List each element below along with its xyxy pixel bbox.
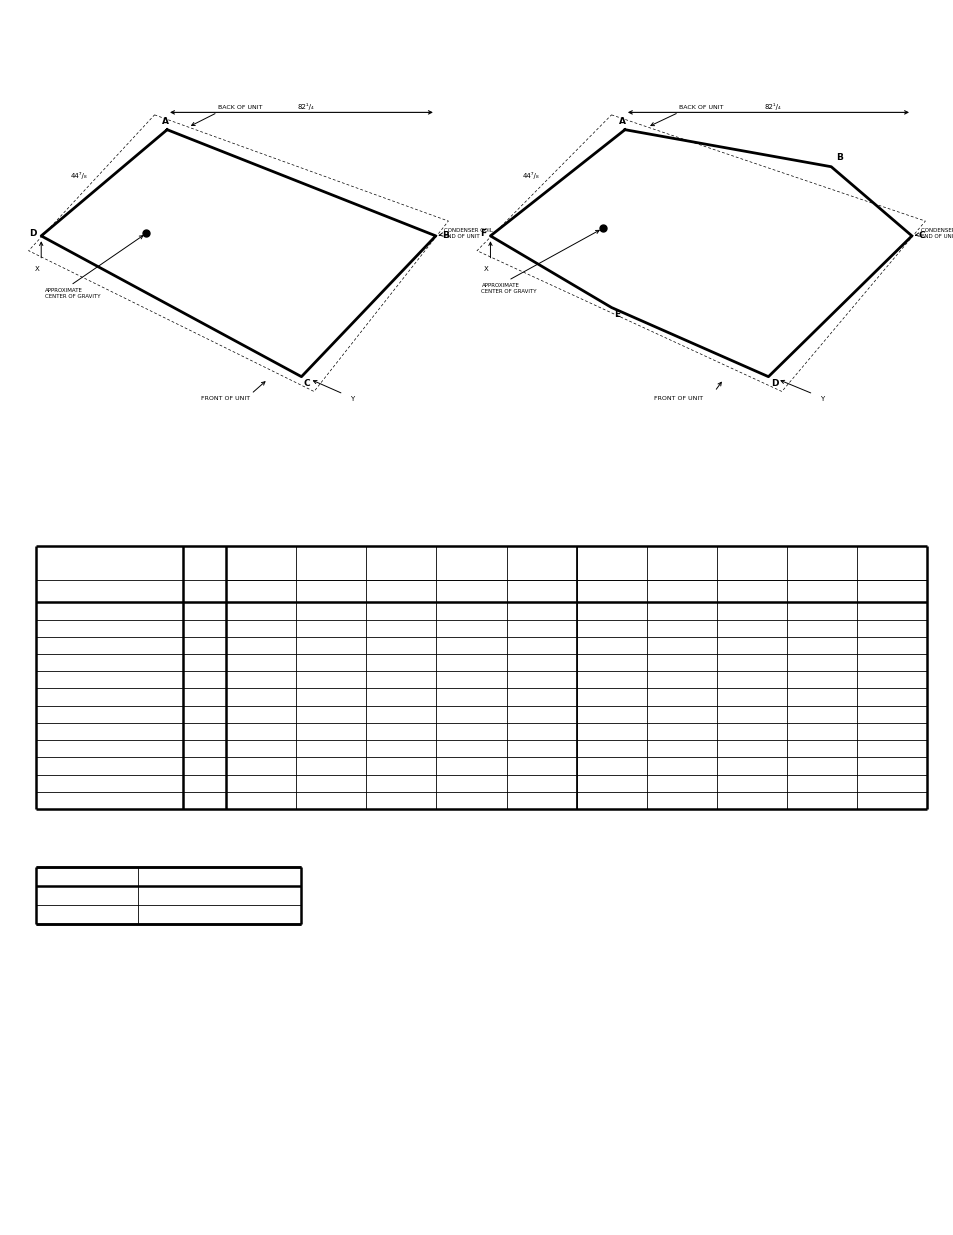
Text: APPROXIMATE
CENTER OF GRAVITY: APPROXIMATE CENTER OF GRAVITY — [46, 288, 101, 299]
Text: C: C — [303, 379, 310, 388]
Text: X: X — [34, 266, 39, 272]
Text: C: C — [918, 231, 924, 241]
Text: CONDENSER COIL
END OF UNIT: CONDENSER COIL END OF UNIT — [920, 228, 953, 238]
Text: APPROXIMATE
CENTER OF GRAVITY: APPROXIMATE CENTER OF GRAVITY — [481, 283, 537, 294]
Text: B: B — [441, 231, 449, 241]
Text: X: X — [483, 266, 488, 272]
Text: FRONT OF UNIT: FRONT OF UNIT — [201, 396, 251, 401]
Text: D: D — [770, 379, 778, 388]
Text: E: E — [613, 310, 619, 319]
Text: B: B — [835, 153, 841, 162]
Text: A: A — [618, 117, 625, 126]
Text: 82¹/₄: 82¹/₄ — [763, 103, 781, 110]
Text: CONDENSER COIL
END OF UNIT: CONDENSER COIL END OF UNIT — [444, 228, 493, 238]
Text: FRONT OF UNIT: FRONT OF UNIT — [654, 396, 702, 401]
Text: 82¹/₄: 82¹/₄ — [297, 103, 314, 110]
Text: D: D — [30, 228, 37, 238]
Text: BACK OF UNIT: BACK OF UNIT — [217, 105, 262, 110]
Text: A: A — [161, 117, 169, 126]
Text: Y: Y — [820, 396, 823, 403]
Text: 44⁷/₈: 44⁷/₈ — [522, 172, 539, 179]
Text: BACK OF UNIT: BACK OF UNIT — [679, 105, 722, 110]
Text: F: F — [479, 228, 485, 238]
Text: 44⁷/₈: 44⁷/₈ — [71, 172, 88, 179]
Text: Y: Y — [350, 396, 354, 403]
